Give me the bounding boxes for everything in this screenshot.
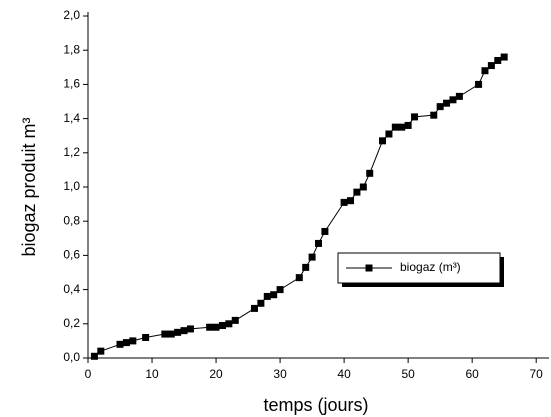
x-tick-label: 50 [401,367,415,381]
data-point [174,328,182,336]
data-point [411,113,419,121]
x-tick-label: 20 [209,367,223,381]
y-tick-label: 0,0 [63,350,80,364]
data-point [122,339,130,347]
data-point [398,123,406,131]
data-point [436,103,444,111]
y-tick-label: 1,4 [63,111,80,125]
data-point [263,292,271,300]
data-point [295,274,303,282]
data-point [250,304,258,312]
data-point [206,323,214,331]
y-tick-label: 1,0 [63,179,80,193]
data-point [449,96,457,104]
x-tick-label: 0 [85,367,92,381]
x-axis-label: temps (jours) [263,395,368,415]
data-line [94,56,505,357]
x-tick-label: 60 [465,367,479,381]
legend-label: biogaz (m³) [400,260,461,274]
data-point [90,352,98,360]
x-tick-label: 30 [273,367,287,381]
data-point [116,340,124,348]
data-point [276,286,284,294]
y-tick-label: 0,4 [63,282,80,296]
data-point [302,263,310,271]
data-point [231,316,239,324]
x-tick-label: 10 [145,367,159,381]
data-point [347,197,355,205]
data-point [379,137,387,145]
y-tick-label: 0,2 [63,316,80,330]
y-tick-label: 1,6 [63,77,80,91]
y-tick-label: 2,0 [63,8,80,22]
data-point [366,169,374,177]
data-point [487,62,495,70]
data-point [212,323,220,331]
data-point [404,121,412,129]
data-point [225,320,233,328]
data-point [321,227,329,235]
x-tick-label: 70 [530,367,544,381]
x-tick-label: 40 [337,367,351,381]
y-axis-label: biogaz produit m³ [19,117,39,256]
data-point [494,56,502,64]
data-point [308,253,316,261]
data-point [391,123,399,131]
data-point [481,67,489,75]
data-point [97,347,105,355]
data-point [500,53,508,61]
data-point [167,330,175,338]
data-point [257,299,265,307]
y-tick-label: 0,8 [63,213,80,227]
data-point [430,111,438,119]
data-point [315,239,322,247]
data-point [443,99,451,107]
data-point [385,130,393,138]
data-point [129,337,137,345]
y-tick-label: 1,8 [63,42,80,56]
data-point [186,325,194,333]
data-point [218,322,226,330]
y-tick-label: 1,2 [63,145,80,159]
data-point [340,198,348,206]
data-point [161,330,169,338]
data-point [180,327,188,335]
data-point [475,80,483,88]
data-point [359,183,367,191]
data-point [270,291,278,299]
data-point [455,92,463,100]
y-tick-label: 0,6 [63,248,80,262]
data-point [142,333,150,341]
data-point [353,188,361,196]
legend-marker [365,264,373,272]
